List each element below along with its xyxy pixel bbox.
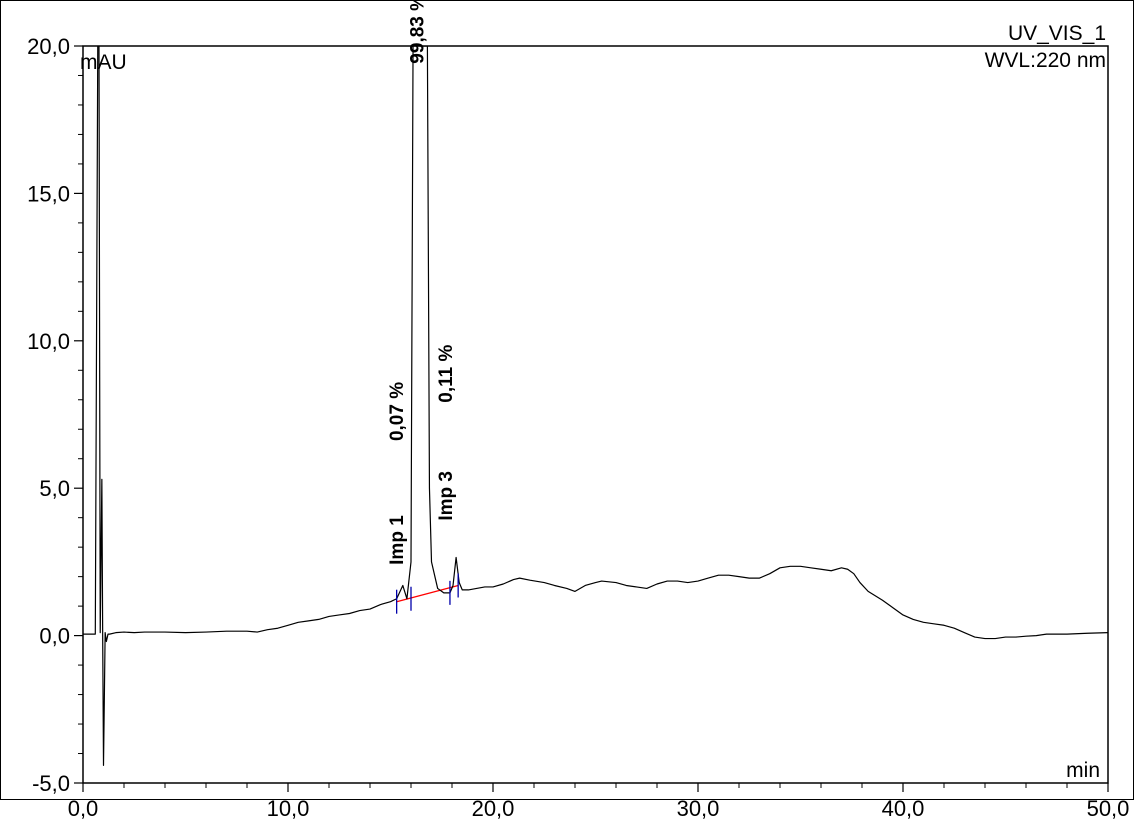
plot-frame: [82, 45, 1109, 784]
x-tick-label: 30,0: [677, 796, 720, 821]
wavelength-label: WVL:220 nm: [985, 49, 1106, 72]
y-tick-label: 0,0: [39, 624, 70, 649]
x-tick-label: 40,0: [882, 796, 925, 821]
peak-annotation: 0,07 %: [387, 382, 408, 441]
y-tick-label: 20,0: [27, 34, 70, 59]
y-tick-label: -5,0: [32, 771, 70, 796]
peak-annotation: 99,83 %: [407, 0, 428, 64]
peak-annotation: Imp 1: [387, 515, 408, 565]
y-tick-label: 15,0: [27, 181, 70, 206]
x-tick-label: 20,0: [472, 796, 515, 821]
y-tick-label: 10,0: [27, 329, 70, 354]
chromatogram-trace: [83, 46, 1108, 766]
text-layer: UV_VIS_1 WVL:220 nm mAU min 99,83 % Imp 1…: [80, 0, 1106, 782]
y-axis-unit-label: mAU: [80, 51, 127, 74]
x-axis-unit-label: min: [1066, 759, 1100, 782]
trace-layer: [83, 46, 1108, 766]
x-tick-label: 10,0: [267, 796, 310, 821]
x-tick-label: 50,0: [1087, 796, 1130, 821]
y-tick-label: 5,0: [39, 476, 70, 501]
channel-name: UV_VIS_1: [1008, 22, 1106, 45]
peak-annotation: 0,11 %: [436, 344, 457, 402]
peak-annotation: Imp 3: [436, 471, 457, 521]
x-tick-label: 0,0: [68, 796, 99, 821]
